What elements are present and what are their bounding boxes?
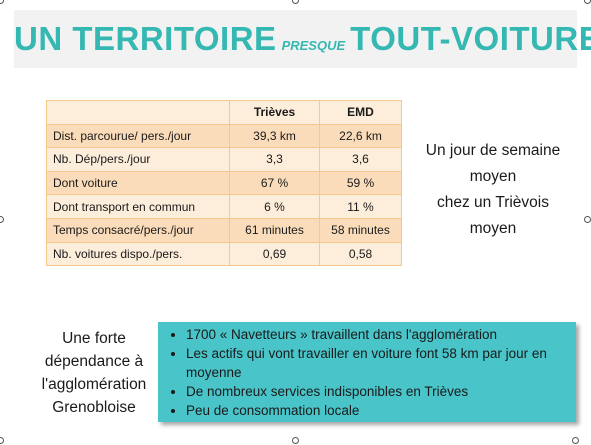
table-header-row: Trièves EMD: [46, 100, 402, 125]
resize-handle-top-left[interactable]: [0, 0, 4, 4]
bullet-item: 1700 « Navetteurs » travaillent dans l'a…: [186, 325, 570, 344]
title-part2: PRESQUE: [281, 38, 346, 53]
table-header-cell: EMD: [319, 100, 402, 125]
table-cell: Nb. voitures dispo./pers.: [46, 241, 230, 267]
table-row: Nb. Dép/pers./jour 3,3 3,6: [46, 147, 402, 172]
resize-handle-top[interactable]: [292, 0, 299, 4]
table-cell: 59 %: [319, 170, 402, 196]
table-row: Temps consacré/pers./jour 61 minutes 58 …: [46, 217, 402, 243]
table-cell: Dont transport en commun: [46, 194, 230, 219]
table-row: Dont voiture 67 % 59 %: [46, 170, 402, 196]
table-cell: 11 %: [319, 194, 402, 219]
bullet-list: 1700 « Navetteurs » travaillent dans l'a…: [158, 322, 576, 420]
left-caption-line: Une forte: [62, 330, 126, 347]
side-caption-line: chez un Trièvois: [437, 194, 549, 211]
table-cell: Dist. parcourue/ pers./jour: [46, 123, 230, 149]
bullet-item: Peu de consommation locale: [186, 401, 570, 420]
bullet-item: De nombreux services indisponibles en Tr…: [186, 382, 570, 401]
resize-handle-left[interactable]: [0, 216, 4, 223]
table-row: Dont transport en commun 6 % 11 %: [46, 194, 402, 219]
title-band: UN TERRITOIRE PRESQUE TOUT-VOITURE: [14, 10, 591, 68]
table-cell: 58 minutes: [319, 217, 402, 243]
table-header-cell: [46, 100, 230, 125]
side-caption-line: moyen: [469, 220, 517, 237]
table-cell: Dont voiture: [46, 170, 230, 196]
side-caption: Un jour de semaine moyen chez un Trièvoi…: [408, 138, 578, 242]
resize-handle-bottom[interactable]: [292, 437, 299, 444]
side-caption-line: Un jour de semaine: [425, 142, 561, 159]
table-row: Nb. voitures dispo./pers. 0,69 0,58: [46, 241, 402, 267]
title-part1: UN TERRITOIRE: [14, 20, 277, 57]
table-cell: 67 %: [229, 170, 320, 196]
table-cell: 3,3: [229, 147, 320, 172]
resize-handle-bottom-left[interactable]: [0, 437, 4, 444]
table-header-cell: Trièves: [229, 100, 320, 125]
comparison-table: Trièves EMD Dist. parcourue/ pers./jour …: [46, 100, 402, 267]
table-cell: Nb. Dép/pers./jour: [46, 147, 230, 172]
table-cell: Temps consacré/pers./jour: [46, 217, 230, 243]
resize-handle-right[interactable]: [584, 216, 591, 223]
table-cell: 39,3 km: [229, 123, 320, 149]
resize-handle-top-right[interactable]: [584, 0, 591, 4]
left-caption-line: Grenobloise: [52, 399, 136, 416]
title-part3: TOUT-VOITURE: [350, 20, 591, 57]
table-cell: 3,6: [319, 147, 402, 172]
left-caption: Une forte dépendance à l'agglomération G…: [34, 327, 154, 419]
table-cell: 22,6 km: [319, 123, 402, 149]
slide-title: UN TERRITOIRE PRESQUE TOUT-VOITURE: [14, 20, 591, 58]
table-row: Dist. parcourue/ pers./jour 39,3 km 22,6…: [46, 123, 402, 149]
table-cell: 6 %: [229, 194, 320, 219]
table-cell: 0,58: [319, 241, 402, 267]
resize-handle-bottom-right[interactable]: [572, 437, 579, 444]
bullet-box: 1700 « Navetteurs » travaillent dans l'a…: [158, 322, 576, 422]
side-caption-line: moyen: [469, 168, 517, 185]
table-cell: 0,69: [229, 241, 320, 267]
bullet-item: Les actifs qui vont travailler en voitur…: [186, 344, 570, 382]
left-caption-line: l'agglomération: [41, 376, 147, 393]
table-cell: 61 minutes: [229, 217, 320, 243]
left-caption-line: dépendance à: [44, 353, 144, 370]
